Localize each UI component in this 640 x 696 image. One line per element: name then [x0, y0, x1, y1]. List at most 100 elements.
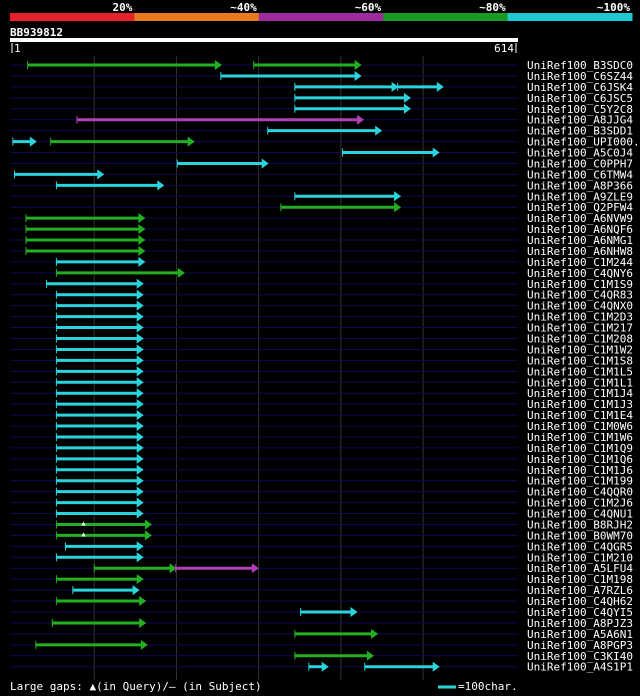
hit-name-link[interactable]: UniRef100_B3SDD1 — [527, 125, 633, 138]
hit-name-link[interactable]: UniRef100_C1M217 — [527, 322, 633, 335]
hit-row[interactable]: UniRef100_C1M2D3 — [10, 311, 633, 324]
hit-name-link[interactable]: UniRef100_C1M1W2 — [527, 343, 633, 356]
hit-row[interactable]: UniRef100_A8PGP3 — [10, 639, 633, 652]
hit-row[interactable]: UniRef100_A6NVW9 — [10, 212, 633, 225]
hit-name-link[interactable]: UniRef100_C1M244 — [527, 256, 633, 269]
hit-row[interactable]: UniRef100_C3KI40 — [10, 650, 633, 663]
hit-row[interactable]: UniRef100_C1M210 — [10, 551, 633, 564]
hit-row[interactable]: UniRef100_C1M0W6 — [10, 420, 633, 433]
hit-name-link[interactable]: UniRef100_C1M2J6 — [527, 497, 633, 510]
hit-row[interactable]: UniRef100_C1M1J6 — [10, 464, 633, 477]
hit-name-link[interactable]: UniRef100_C4QNU1 — [527, 508, 633, 521]
hit-name-link[interactable]: UniRef100_A5A6N1 — [527, 628, 633, 641]
hit-name-link[interactable]: UniRef100_C1M1J4 — [527, 387, 633, 400]
hit-name-link[interactable]: UniRef100_B8RJH2 — [527, 518, 633, 531]
hit-row[interactable]: UniRef100_C1M199 — [10, 475, 633, 488]
hit-name-link[interactable]: UniRef100_C1M1L5 — [527, 365, 633, 378]
hit-name-link[interactable]: UniRef100_A4S1P1 — [527, 661, 633, 674]
hit-name-link[interactable]: UniRef100_C4QR83 — [527, 289, 633, 302]
hit-name-link[interactable]: UniRef100_B3SDC0 — [527, 59, 633, 72]
hit-row[interactable]: UniRef100_C1M208 — [10, 333, 633, 346]
hit-name-link[interactable]: UniRef100_UPI000.. — [527, 136, 640, 149]
hit-row[interactable]: UniRef100_A6NHW8 — [10, 245, 633, 258]
hit-row[interactable]: UniRef100_C4QNU1 — [10, 508, 633, 521]
hit-name-link[interactable]: UniRef100_C1M198 — [527, 573, 633, 586]
hit-row[interactable]: UniRef100_C1M1W6 — [10, 431, 633, 444]
hit-row[interactable]: UniRef100_C1M1Q6 — [10, 453, 633, 466]
hit-name-link[interactable]: UniRef100_C1M1E4 — [527, 409, 633, 422]
hit-row[interactable]: UniRef100_C6SZ44 — [10, 70, 633, 83]
hit-name-link[interactable]: UniRef100_C0PPH7 — [527, 157, 633, 170]
hit-row[interactable]: UniRef100_C0PPH7 — [10, 157, 633, 170]
hit-row[interactable]: UniRef100_B3SDD1 — [10, 125, 633, 138]
hit-name-link[interactable]: UniRef100_C4QYI5 — [527, 606, 633, 619]
hit-name-link[interactable]: UniRef100_A5C0J4 — [527, 147, 633, 160]
hit-row[interactable]: UniRef100_C4QNX0 — [10, 300, 633, 313]
hit-name-link[interactable]: UniRef100_C6SZ44 — [527, 70, 633, 83]
hit-row[interactable]: UniRef100_A4S1P1 — [10, 661, 633, 674]
hit-row[interactable]: UniRef100_C4QGR5 — [10, 540, 633, 553]
hit-name-link[interactable]: UniRef100_A5LFU4 — [527, 562, 633, 575]
hit-name-link[interactable]: UniRef100_B0WM70 — [527, 529, 633, 542]
hit-row[interactable]: UniRef100_A5LFU4 — [10, 562, 633, 575]
hit-row[interactable]: UniRef100_C6TMW4 — [10, 168, 633, 181]
hit-name-link[interactable]: UniRef100_C1M1S8 — [527, 354, 633, 367]
hit-row[interactable]: UniRef100_A6NQF6 — [10, 223, 633, 236]
hit-row[interactable]: UniRef100_C1M1W2 — [10, 343, 633, 356]
hit-name-link[interactable]: UniRef100_A9ZLE9 — [527, 190, 633, 203]
hit-row[interactable]: UniRef100_A5A6N1 — [10, 628, 633, 641]
hit-row[interactable]: UniRef100_C4QYI5 — [10, 606, 633, 619]
hit-name-link[interactable]: UniRef100_C1M1J6 — [527, 464, 633, 477]
hit-name-link[interactable]: UniRef100_C4QGR5 — [527, 540, 633, 553]
hit-row[interactable]: UniRef100_C4QR83 — [10, 289, 633, 302]
hit-row[interactable]: UniRef100_C4QNY6 — [10, 267, 633, 280]
hit-name-link[interactable]: UniRef100_C6JSK4 — [527, 81, 633, 94]
hit-name-link[interactable]: UniRef100_A8P366 — [527, 179, 633, 192]
hit-row[interactable]: UniRef100_A8JJG4 — [10, 114, 633, 127]
hit-name-link[interactable]: UniRef100_A6NQF6 — [527, 223, 633, 236]
hit-row[interactable]: UniRef100_C1M1J3 — [10, 398, 633, 411]
hit-row[interactable]: UniRef100_C1M1E4 — [10, 409, 633, 422]
hit-name-link[interactable]: UniRef100_C1M208 — [527, 333, 633, 346]
hit-name-link[interactable]: UniRef100_C1M0W6 — [527, 420, 633, 433]
hit-row[interactable]: UniRef100_B0WM70 — [10, 529, 633, 542]
hit-row[interactable]: UniRef100_C1M1J4 — [10, 387, 633, 400]
hit-name-link[interactable]: UniRef100_A8PGP3 — [527, 639, 633, 652]
hit-name-link[interactable]: UniRef100_C4QNY6 — [527, 267, 633, 280]
hit-row[interactable]: UniRef100_C1M2J6 — [10, 497, 633, 510]
hit-name-link[interactable]: UniRef100_C4QQR0 — [527, 486, 633, 499]
hit-name-link[interactable]: UniRef100_C1M1S9 — [527, 278, 633, 291]
hit-name-link[interactable]: UniRef100_C1M210 — [527, 551, 633, 564]
hit-name-link[interactable]: UniRef100_C4QNX0 — [527, 300, 633, 313]
hit-row[interactable]: UniRef100_C1M244 — [10, 256, 633, 269]
hit-row[interactable]: UniRef100_C1M1S8 — [10, 354, 633, 367]
hit-name-link[interactable]: UniRef100_C5Y2C8 — [527, 103, 633, 116]
hit-row[interactable]: UniRef100_C1M1S9 — [10, 278, 633, 291]
hit-name-link[interactable]: UniRef100_C1M199 — [527, 475, 633, 488]
hit-name-link[interactable]: UniRef100_A6NHW8 — [527, 245, 633, 258]
hit-row[interactable]: UniRef100_C4QQR0 — [10, 486, 633, 499]
hit-row[interactable]: UniRef100_C4QH62 — [10, 595, 633, 608]
hit-name-link[interactable]: UniRef100_C1M1L1 — [527, 376, 633, 389]
hit-row[interactable]: UniRef100_UPI000.. — [10, 136, 640, 149]
hit-name-link[interactable]: UniRef100_C1M1J3 — [527, 398, 633, 411]
hit-name-link[interactable]: UniRef100_A6NMG1 — [527, 234, 633, 247]
hit-row[interactable]: UniRef100_C6JSC5 — [10, 92, 633, 105]
hit-row[interactable]: UniRef100_B3SDC0 — [10, 59, 633, 72]
hit-name-link[interactable]: UniRef100_C4QH62 — [527, 595, 633, 608]
hit-row[interactable]: UniRef100_Q2PFW4 — [10, 201, 633, 214]
hit-row[interactable]: UniRef100_C1M1Q9 — [10, 442, 633, 455]
hit-row[interactable]: UniRef100_C5Y2C8 — [10, 103, 633, 116]
hit-name-link[interactable]: UniRef100_C1M1W6 — [527, 431, 633, 444]
hit-row[interactable]: UniRef100_A6NMG1 — [10, 234, 633, 247]
hit-name-link[interactable]: UniRef100_A6NVW9 — [527, 212, 633, 225]
hit-name-link[interactable]: UniRef100_C3KI40 — [527, 650, 633, 663]
hit-name-link[interactable]: UniRef100_A8PJZ3 — [527, 617, 633, 630]
hit-row[interactable]: UniRef100_C6JSK4 — [10, 81, 633, 94]
hit-row[interactable]: UniRef100_C1M198 — [10, 573, 633, 586]
hit-row[interactable]: UniRef100_C1M1L1 — [10, 376, 633, 389]
hit-row[interactable]: UniRef100_A8PJZ3 — [10, 617, 633, 630]
hit-row[interactable]: UniRef100_A7RZL6 — [10, 584, 633, 597]
hit-name-link[interactable]: UniRef100_C1M2D3 — [527, 311, 633, 324]
hit-row[interactable]: UniRef100_B8RJH2 — [10, 518, 633, 531]
